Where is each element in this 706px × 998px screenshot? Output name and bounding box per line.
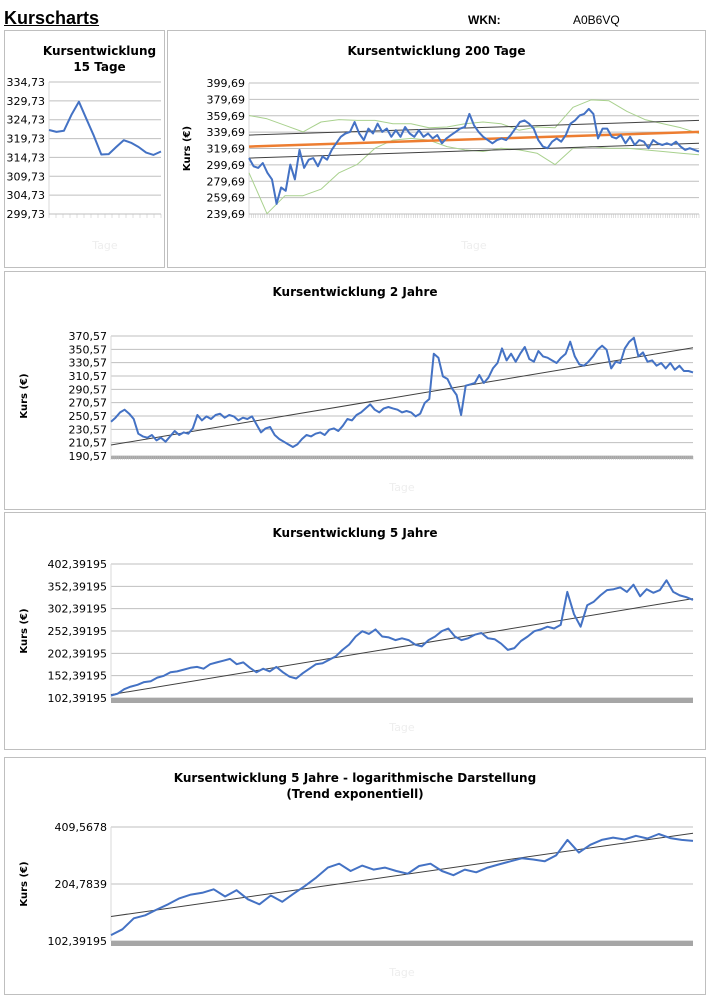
price-line — [48, 100, 162, 156]
chart-3: Kursentwicklung 5 Jahre 402,39195 352,3919… — [4, 512, 706, 750]
price-line — [110, 579, 694, 697]
y-tick-label: 319,73 — [7, 133, 46, 146]
trend-line — [110, 832, 694, 917]
chart-svg: 409,5678 204,7839 102,39195 Kurs (€) Tage — [19, 821, 694, 979]
y-tick-label: 252,39195 — [48, 625, 108, 638]
y-tick-label: 409,5678 — [55, 821, 108, 834]
trend_orange-line — [248, 130, 700, 148]
chart-svg: 399,69 379,69 359,69 339,69 319,69 299,69 279,… — [182, 77, 700, 252]
y-tick-label: 204,7839 — [55, 878, 108, 891]
y-tick-label: 152,39195 — [48, 670, 108, 683]
price-line — [110, 833, 694, 936]
trend-line — [110, 347, 694, 446]
y-tick-label: 239,69 — [207, 208, 246, 221]
y-tick-label: 334,73 — [7, 76, 46, 89]
y-tick-label: 330,57 — [69, 357, 108, 370]
y-tick-label: 402,39195 — [48, 558, 108, 571]
wkn-value: A0B6VQ — [573, 13, 620, 27]
y-tick-label: 304,73 — [7, 189, 46, 202]
y-tick-label: 102,39195 — [48, 935, 108, 948]
chart-title-text: Kursentwicklung 2 Jahre — [272, 285, 438, 299]
x-axis — [111, 698, 693, 703]
chart-svg: 334,73 329,73 324,73 319,73 314,73 309,73 304,… — [7, 76, 162, 252]
chart-title: Kursentwicklung 5 Jahre — [5, 525, 705, 541]
y-tick-label: 314,73 — [7, 151, 46, 164]
band-line — [248, 137, 700, 215]
chart-svg: 402,39195 352,39195 302,39195 252,39195 202,… — [19, 558, 694, 734]
chart-title: Kursentwicklung 2 Jahre — [5, 284, 705, 300]
y-tick-label: 270,57 — [69, 397, 108, 410]
chart-title: Kursentwicklung 200 Tage — [168, 43, 705, 59]
x-axis-label: Tage — [388, 966, 415, 979]
y-axis-label: Kurs (€) — [19, 608, 30, 653]
price-line — [248, 107, 700, 205]
y-tick-label: 102,39195 — [48, 692, 108, 705]
y-tick-label: 290,57 — [69, 383, 108, 396]
x-axis-label: Tage — [460, 239, 487, 252]
price-line — [110, 336, 694, 448]
chart-svg: 370,57350,57330,57310,57290,57270,57250,… — [19, 330, 694, 494]
y-axis-label: Kurs (€) — [19, 861, 30, 906]
y-tick-label: 339,69 — [207, 126, 246, 139]
y-axis-label: Kurs (€) — [19, 373, 30, 418]
chart-1: Kursentwicklung 200 Tage 399,69 379,69 359,… — [167, 30, 706, 268]
x-axis-label: Tage — [91, 239, 118, 252]
y-axis-label: Kurs (€) — [182, 126, 193, 171]
chart-title-text: Kursentwicklung 200 Tage — [347, 44, 526, 58]
y-tick-label: 190,57 — [69, 450, 108, 463]
chart-title: Kursentwicklung 5 Jahre - logarithmische… — [5, 770, 705, 802]
chart-title-text: Kursentwicklung 15 Tage — [42, 44, 157, 74]
y-tick-label: 302,39195 — [48, 603, 108, 616]
y-tick-label: 309,73 — [7, 170, 46, 183]
chart-title: Kursentwicklung 15 Tage — [5, 43, 164, 75]
x-axis — [111, 941, 693, 946]
chart-title-text: Kursentwicklung 5 Jahre - logarithmische… — [173, 771, 537, 785]
y-tick-label: 279,69 — [207, 175, 246, 188]
y-tick-label: 230,57 — [69, 423, 108, 436]
chart-subtitle: (Trend exponentiell) — [286, 787, 424, 801]
chart-4: Kursentwicklung 5 Jahre - logarithmische… — [4, 757, 706, 995]
x-axis-label: Tage — [388, 721, 415, 734]
y-tick-label: 319,69 — [207, 143, 246, 156]
y-tick-label: 370,57 — [69, 330, 108, 343]
trend-line — [248, 142, 700, 159]
y-tick-label: 329,73 — [7, 95, 46, 108]
y-tick-label: 299,69 — [207, 159, 246, 172]
y-tick-label: 324,73 — [7, 114, 46, 127]
band-line — [248, 99, 700, 134]
y-tick-label: 352,39195 — [48, 580, 108, 593]
y-tick-label: 350,57 — [69, 343, 108, 356]
chart-2: Kursentwicklung 2 Jahre 370,57 350,57 330,5… — [4, 271, 706, 510]
y-tick-label: 202,39195 — [48, 647, 108, 660]
y-tick-label: 359,69 — [207, 110, 246, 123]
y-tick-label: 310,57 — [69, 370, 108, 383]
x-axis-label: Tage — [388, 481, 415, 494]
y-tick-label: 210,57 — [69, 437, 108, 450]
y-tick-label: 250,57 — [69, 410, 108, 423]
wkn-label: WKN: — [468, 13, 501, 27]
y-tick-label: 379,69 — [207, 93, 246, 106]
y-tick-label: 259,69 — [207, 192, 246, 205]
y-tick-label: 399,69 — [207, 77, 246, 90]
page-title: Kurscharts — [4, 8, 100, 28]
trend-line — [110, 598, 694, 696]
trend-line — [248, 119, 700, 136]
chart-0: Kursentwicklung 15 Tage 334,73 329,73 324,7… — [4, 30, 165, 268]
chart-title-text: Kursentwicklung 5 Jahre — [272, 526, 438, 540]
y-tick-label: 299,73 — [7, 208, 46, 221]
